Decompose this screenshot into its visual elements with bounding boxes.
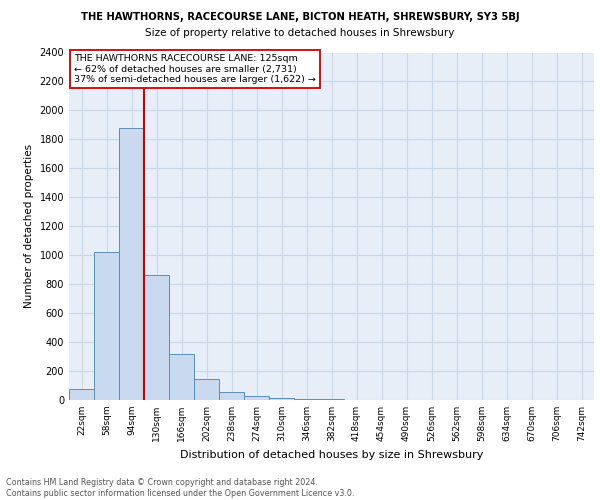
Bar [294,399,319,400]
Bar [144,276,169,400]
Bar [94,252,119,400]
X-axis label: Distribution of detached houses by size in Shrewsbury: Distribution of detached houses by size … [180,450,483,460]
Bar [219,392,244,400]
Bar [169,354,194,400]
Bar [244,396,269,400]
Bar [269,398,294,400]
Text: THE HAWTHORNS RACECOURSE LANE: 125sqm
← 62% of detached houses are smaller (2,73: THE HAWTHORNS RACECOURSE LANE: 125sqm ← … [74,54,316,84]
Bar [119,128,144,400]
Text: Contains HM Land Registry data © Crown copyright and database right 2024.
Contai: Contains HM Land Registry data © Crown c… [6,478,355,498]
Text: Size of property relative to detached houses in Shrewsbury: Size of property relative to detached ho… [145,28,455,38]
Bar [194,379,219,400]
Bar [69,389,94,400]
Y-axis label: Number of detached properties: Number of detached properties [24,144,34,308]
Text: THE HAWTHORNS, RACECOURSE LANE, BICTON HEATH, SHREWSBURY, SY3 5BJ: THE HAWTHORNS, RACECOURSE LANE, BICTON H… [80,12,520,22]
